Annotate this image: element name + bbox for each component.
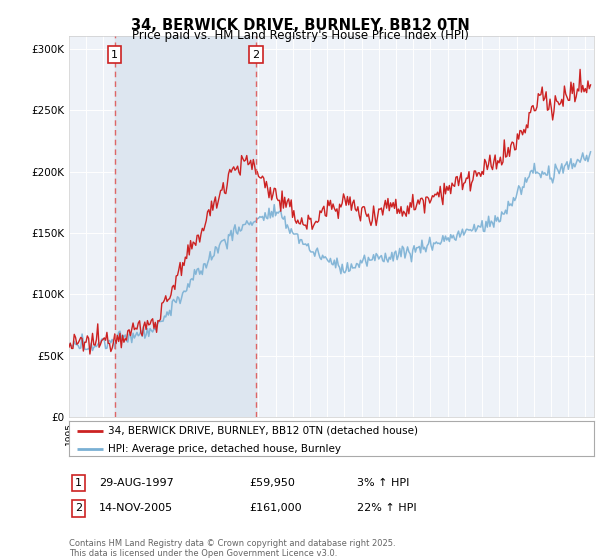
Text: 2: 2 [75, 503, 82, 514]
Text: 34, BERWICK DRIVE, BURNLEY, BB12 0TN: 34, BERWICK DRIVE, BURNLEY, BB12 0TN [131, 18, 469, 33]
Text: 1: 1 [75, 478, 82, 488]
Text: 29-AUG-1997: 29-AUG-1997 [99, 478, 174, 488]
Text: 22% ↑ HPI: 22% ↑ HPI [357, 503, 416, 514]
Text: 34, BERWICK DRIVE, BURNLEY, BB12 0TN (detached house): 34, BERWICK DRIVE, BURNLEY, BB12 0TN (de… [109, 426, 418, 436]
Text: £161,000: £161,000 [249, 503, 302, 514]
Text: Price paid vs. HM Land Registry's House Price Index (HPI): Price paid vs. HM Land Registry's House … [131, 29, 469, 42]
Text: £59,950: £59,950 [249, 478, 295, 488]
Text: 14-NOV-2005: 14-NOV-2005 [99, 503, 173, 514]
Text: 1: 1 [111, 50, 118, 60]
Text: Contains HM Land Registry data © Crown copyright and database right 2025.
This d: Contains HM Land Registry data © Crown c… [69, 539, 395, 558]
Text: 3% ↑ HPI: 3% ↑ HPI [357, 478, 409, 488]
Text: HPI: Average price, detached house, Burnley: HPI: Average price, detached house, Burn… [109, 444, 341, 454]
Bar [115, 36, 256, 417]
Text: 2: 2 [253, 50, 260, 60]
